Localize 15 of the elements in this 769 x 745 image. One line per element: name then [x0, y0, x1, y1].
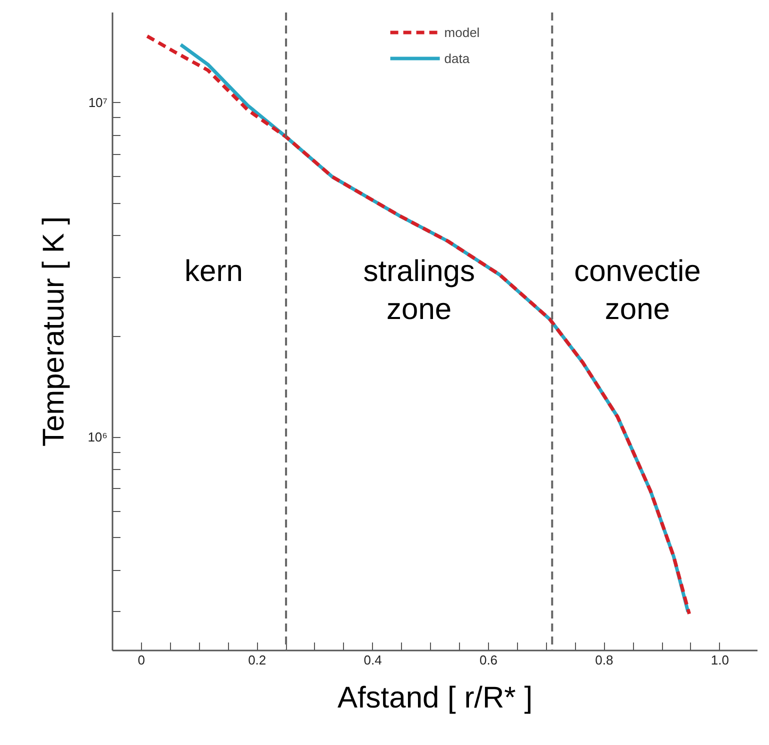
- annotation: convectie zone: [574, 254, 701, 326]
- y-tick-label: 10⁷: [88, 95, 108, 110]
- annotation: stralings zone: [363, 254, 475, 326]
- legend-label: model: [444, 24, 480, 40]
- y-axis-title: Temperatuur [ K ]: [38, 216, 71, 447]
- y-tick-label: 10⁶: [88, 430, 108, 445]
- x-axis-title: Afstand [ r/R* ]: [337, 682, 533, 714]
- x-tick-label: 0: [138, 652, 146, 668]
- legend-label: data: [444, 50, 470, 66]
- x-tick-label: 0.8: [595, 652, 614, 668]
- x-tick-label: 0.6: [479, 652, 498, 668]
- x-tick-label: 0.2: [248, 652, 266, 668]
- annotation: kern: [184, 254, 243, 288]
- x-tick-label: 1.0: [710, 652, 729, 668]
- x-tick-label: 0.4: [364, 652, 382, 668]
